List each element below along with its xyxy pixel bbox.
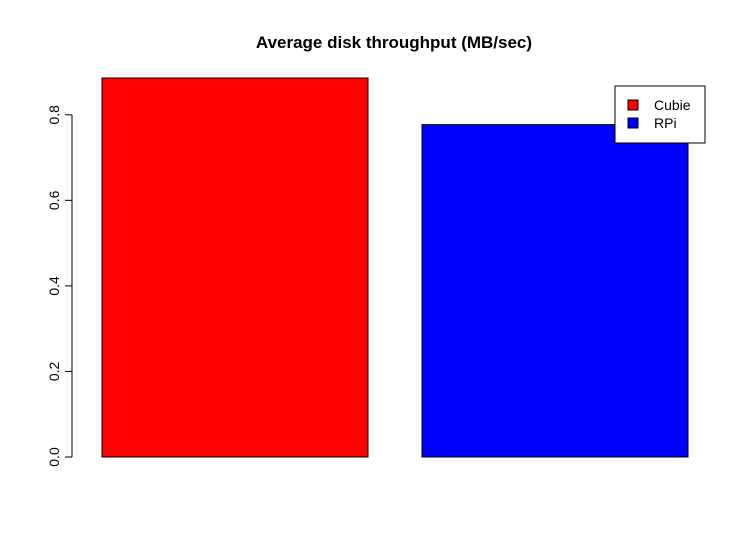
y-tick-label: 0.4 (46, 276, 62, 296)
chart-title: Average disk throughput (MB/sec) (256, 33, 532, 52)
legend-swatch-cubie (627, 99, 639, 111)
legend-label-rpi: RPi (654, 115, 677, 131)
y-tick-label: 0.2 (46, 362, 62, 382)
bar-cubie (101, 77, 369, 458)
bar-rpi (421, 124, 689, 458)
bars-group (101, 77, 689, 458)
legend: Cubie RPi (614, 85, 706, 144)
legend-label-cubie: Cubie (654, 97, 691, 113)
y-tick-label: 0.6 (46, 190, 62, 210)
legend-box (614, 85, 706, 144)
y-axis: 0.0 0.2 0.4 0.6 0.8 (46, 105, 73, 467)
y-tick-label: 0.8 (46, 105, 62, 125)
legend-swatch-rpi (627, 117, 639, 129)
y-tick-label: 0.0 (46, 447, 62, 467)
